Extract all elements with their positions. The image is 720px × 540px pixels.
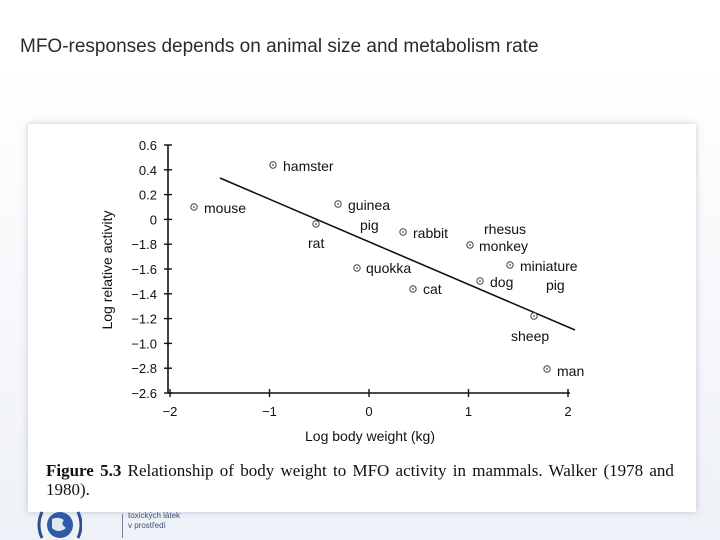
logo-text: toxických látek v prostředí xyxy=(128,511,180,531)
x-tick-label: −2 xyxy=(163,404,178,419)
data-point-center-cat xyxy=(412,288,414,290)
logo-line-1: toxických látek xyxy=(128,511,181,520)
logo-line-2: v prostředí xyxy=(128,521,166,530)
y-tick-label: −1.4 xyxy=(131,287,157,302)
data-label-rhesus-monkey: rhesus xyxy=(484,221,526,237)
y-axis-title: Log relative activity xyxy=(99,210,115,329)
data-point-center-sheep xyxy=(533,315,535,317)
x-axis-title: Log body weight (kg) xyxy=(305,428,435,444)
data-label-dog: dog xyxy=(490,274,513,290)
data-point-center-rat xyxy=(315,223,317,225)
y-tick-label: 0 xyxy=(150,212,157,227)
data-point-center-hamster xyxy=(272,164,274,166)
figure-panel xyxy=(28,124,696,512)
data-label-guinea-pig: guinea xyxy=(348,197,390,213)
data-point-center-quokka xyxy=(356,267,358,269)
x-tick-label: 1 xyxy=(465,404,472,419)
x-tick-label: 0 xyxy=(365,404,372,419)
logo-divider xyxy=(122,514,123,538)
x-tick-label: −1 xyxy=(262,404,277,419)
data-label-rhesus-monkey: monkey xyxy=(479,238,528,254)
trend-line-layer xyxy=(219,177,576,331)
y-tick-label: 0.2 xyxy=(139,188,157,203)
data-points-layer: hamster mouse guinea pig rat rabbit rhesusmonk… xyxy=(190,158,584,379)
data-point-center-man xyxy=(546,368,548,370)
y-tick-label: −1.2 xyxy=(131,312,157,327)
data-label-cat: cat xyxy=(423,281,442,297)
figure-caption: Figure 5.3 Relationship of body weight t… xyxy=(46,461,696,499)
y-tick-label: −2.6 xyxy=(131,386,157,401)
data-point-center-mouse xyxy=(193,206,195,208)
y-tick-label: −1.6 xyxy=(131,262,157,277)
data-point-center-guinea-pig xyxy=(337,203,339,205)
y-tick-label: −1.8 xyxy=(131,237,157,252)
y-tick-label: 0.4 xyxy=(139,163,157,178)
data-label-hamster: hamster xyxy=(283,158,334,174)
data-label-man: man xyxy=(557,363,584,379)
data-label-sheep: sheep xyxy=(511,328,549,344)
y-tick-label: 0.6 xyxy=(139,138,157,153)
trend-line xyxy=(219,177,576,331)
data-point-center-dog xyxy=(479,280,481,282)
data-point-center-rabbit xyxy=(402,231,404,233)
caption-label: Figure 5.3 xyxy=(46,461,122,480)
data-label-rabbit: rabbit xyxy=(413,225,448,241)
data-label-miniature-pig: pig xyxy=(546,277,565,293)
data-point-center-miniature-pig xyxy=(509,264,511,266)
globe-logo-icon xyxy=(37,511,82,539)
data-label-quokka: quokka xyxy=(366,260,411,276)
data-label-guinea-pig: pig xyxy=(360,217,379,233)
data-point-center-rhesus-monkey xyxy=(469,244,471,246)
y-tick-label: −1.0 xyxy=(131,336,157,351)
data-label-mouse: mouse xyxy=(204,200,246,216)
slide-title: MFO-responses depends on animal size and… xyxy=(20,36,539,57)
data-label-miniature-pig: miniature xyxy=(520,258,578,274)
x-tick-label: 2 xyxy=(564,404,571,419)
chart-axes: 0.6 0.4 0.2 0 −1.8 −1.6 −1.4 −1.2 −1.0 −2.8 −2.6 −2… xyxy=(131,138,571,419)
institution-logo: toxických látek v prostředí xyxy=(36,506,196,540)
caption-text: Relationship of body weight to MFO activ… xyxy=(46,461,674,499)
data-label-rat: rat xyxy=(308,235,324,251)
y-tick-label: −2.8 xyxy=(131,361,157,376)
